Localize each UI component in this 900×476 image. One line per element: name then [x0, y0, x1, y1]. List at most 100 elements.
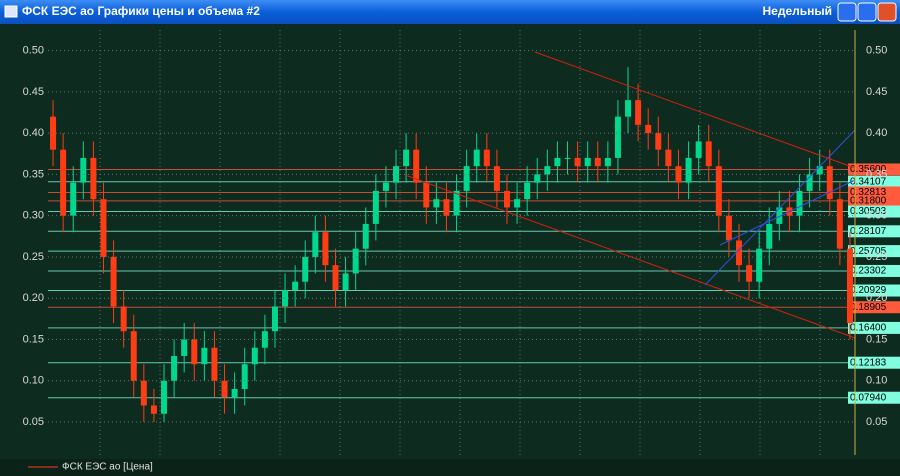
candle-body	[292, 281, 299, 290]
candle-body	[221, 380, 228, 398]
candle-body	[150, 405, 157, 414]
y2-tick-label: 0.10	[866, 375, 887, 387]
y-tick-label: 0.25	[23, 251, 44, 263]
minimize-button[interactable]	[837, 2, 857, 22]
candle-body	[614, 116, 621, 158]
candle-body	[171, 355, 178, 381]
y-tick-label: 0.40	[23, 127, 44, 139]
level-label-bg	[848, 175, 900, 188]
candle-body	[453, 190, 460, 216]
level-label-bg	[848, 301, 900, 314]
level-label: 0.16400	[850, 323, 887, 334]
y-tick-label: 0.15	[23, 333, 44, 345]
candle-body	[120, 306, 127, 332]
candle-body	[372, 190, 379, 224]
y-tick-label: 0.35	[23, 168, 44, 180]
candle-body	[241, 364, 248, 389]
y2-tick-label: 0.15	[866, 333, 887, 345]
candle-body	[685, 157, 692, 183]
candle-body	[302, 256, 309, 282]
title-bar	[0, 0, 900, 24]
candle-body	[181, 339, 188, 356]
candle-body	[473, 149, 480, 167]
y-tick-label: 0.30	[23, 210, 44, 222]
candle-body	[524, 182, 531, 200]
plot-background	[0, 24, 900, 476]
legend-label: ФСК ЕЭС ао [Цена]	[62, 462, 153, 473]
level-label: 0.35600	[850, 164, 887, 175]
candle-body	[625, 100, 632, 117]
candle-body	[554, 157, 561, 167]
y2-tick-label: 0.45	[866, 86, 887, 98]
candle-body	[675, 166, 682, 183]
candle-body	[342, 273, 349, 290]
candle-body	[735, 240, 742, 266]
level-label-bg	[848, 225, 900, 238]
level-label: 0.20929	[850, 285, 887, 296]
candle-body	[746, 265, 753, 282]
level-label-bg	[848, 356, 900, 369]
candle-body	[483, 149, 490, 167]
candle-body	[332, 265, 339, 290]
candle-body	[211, 347, 218, 381]
candle-body	[534, 174, 541, 183]
candle-body	[140, 380, 147, 406]
candle-body	[382, 182, 389, 191]
candle-body	[231, 388, 238, 398]
candle-body	[60, 149, 67, 216]
level-label: 0.23302	[850, 266, 887, 277]
candle-body	[846, 248, 853, 323]
candle-body	[433, 199, 440, 208]
y2-tick-label: 0.30	[866, 210, 887, 222]
candle-body	[725, 215, 732, 241]
candle-body	[251, 347, 258, 365]
candle-body	[584, 157, 591, 167]
level-label: 0.25705	[850, 246, 887, 257]
candle-body	[836, 199, 843, 249]
candle-body	[645, 124, 652, 134]
candle-body	[705, 141, 712, 167]
y-tick-label: 0.10	[23, 375, 44, 387]
candle-body	[715, 166, 722, 216]
candle-body	[413, 149, 420, 183]
vertical-grid	[99, 30, 821, 455]
y-tick-label: 0.45	[23, 86, 44, 98]
candle-body	[191, 339, 198, 365]
candle-body	[665, 149, 672, 167]
trend-lines	[404, 51, 856, 339]
close-button[interactable]	[877, 2, 897, 22]
candle-body	[503, 190, 510, 208]
candle-body	[322, 232, 329, 266]
candle-body	[110, 256, 117, 307]
level-label: 0.07940	[850, 392, 887, 403]
y2-tick-label: 0.25	[866, 251, 887, 263]
candle-body	[816, 166, 823, 175]
level-label: 0.31800	[850, 195, 887, 206]
level-label-bg	[848, 163, 900, 176]
candle-body	[544, 166, 551, 175]
candle-body	[695, 141, 702, 158]
candle-body	[443, 199, 450, 216]
candle-body	[403, 149, 410, 167]
legend-strip	[0, 459, 900, 476]
window-title: ФСК ЕЭС ао Графики цены и объема #2	[22, 4, 260, 18]
candle-body	[282, 289, 289, 307]
candle-body	[776, 207, 783, 224]
candle-body	[271, 306, 278, 332]
window-icon	[4, 5, 18, 18]
level-label: 0.18905	[850, 302, 887, 313]
y2-tick-label: 0.50	[866, 45, 887, 57]
candle-body	[796, 190, 803, 216]
level-label: 0.30503	[850, 206, 887, 217]
candle-body	[80, 157, 87, 183]
candle-body	[514, 199, 521, 208]
maximize-button[interactable]	[857, 2, 877, 22]
candle-body	[564, 157, 571, 159]
level-label-bg	[848, 391, 900, 404]
candle-body	[352, 248, 359, 274]
candle-body	[635, 100, 642, 125]
candle-body	[655, 133, 662, 150]
candle-body	[766, 223, 773, 249]
level-label: 0.34107	[850, 176, 887, 187]
